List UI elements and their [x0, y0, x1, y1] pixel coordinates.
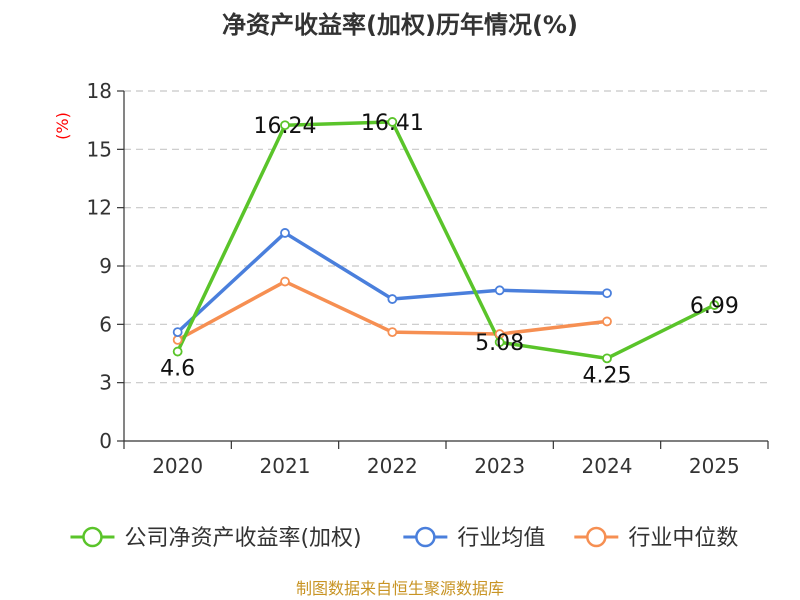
data-label-2024: 4.25	[583, 363, 632, 388]
chart-title: 净资产收益率(加权)历年情况(%)	[222, 11, 578, 39]
x-tick-label-2025: 2025	[689, 454, 740, 478]
x-tick-label-2024: 2024	[582, 454, 633, 478]
y-tick-label: 9	[99, 254, 112, 278]
y-axis-ticks: 0 3 6 9 12 15 18	[87, 79, 124, 453]
series-1-point-2021	[280, 228, 290, 238]
source-note: 制图数据来自恒生聚源数据库	[296, 579, 504, 598]
x-tick-label-2021: 2021	[260, 454, 311, 478]
y-axis-unit-label: (%)	[53, 112, 72, 140]
series-1-point-2022	[387, 294, 398, 304]
series-2-point-2020	[172, 334, 183, 345]
series-2-point-2024	[602, 316, 612, 327]
series-0-point-2025	[709, 300, 720, 310]
series-1-point-2023	[494, 285, 505, 296]
series-line-1	[175, 231, 609, 334]
data-label-2021: 16.24	[254, 114, 317, 139]
data-label-2022: 16.41	[361, 111, 424, 136]
legend-marker-circle-1	[415, 526, 436, 548]
legend-label-1: 行业均值	[457, 526, 545, 551]
legend-marker-circle-2	[586, 526, 607, 548]
series-1-point-2020	[172, 327, 183, 338]
y-tick-label: 18	[87, 79, 112, 103]
series-2-point-2021	[280, 276, 290, 287]
series-0-point-2024	[602, 353, 612, 364]
series-0-point-2020	[172, 346, 183, 357]
gridlines	[124, 90, 768, 384]
series-0-point-2023	[494, 337, 505, 348]
y-tick-label: 15	[87, 137, 112, 161]
data-label-2020: 4.6	[160, 357, 195, 382]
legend-label-0: 公司净资产收益率(加权)	[124, 526, 361, 551]
series-line-0	[175, 120, 717, 361]
x-axis-ticks: 2020 2021 2022 2023 2024 2025	[123, 441, 769, 478]
y-tick-label: 12	[87, 196, 112, 220]
x-tick-label-2020: 2020	[152, 454, 203, 478]
data-label-2023: 5.08	[475, 331, 524, 356]
series-0-point-2022	[387, 117, 398, 127]
x-tick-label-2022: 2022	[367, 454, 418, 478]
x-tick-label-2023: 2023	[474, 454, 525, 478]
series-lines	[175, 120, 717, 361]
legend: 公司净资产收益率(加权) 行业均值 行业中位数	[70, 526, 738, 551]
series-2-point-2022	[387, 327, 398, 338]
y-tick-label: 6	[99, 312, 112, 336]
legend-marker-circle-0	[82, 526, 103, 548]
data-labels: 4.6 16.24 16.41 5.08 4.25 6.99	[160, 111, 739, 388]
series-1-point-2024	[602, 288, 612, 299]
legend-label-2: 行业中位数	[628, 526, 738, 551]
y-tick-label: 3	[99, 371, 112, 395]
data-label-2025: 6.99	[690, 294, 739, 319]
series-points	[172, 117, 720, 364]
y-tick-label: 0	[99, 429, 112, 453]
series-0-point-2021	[280, 120, 290, 131]
